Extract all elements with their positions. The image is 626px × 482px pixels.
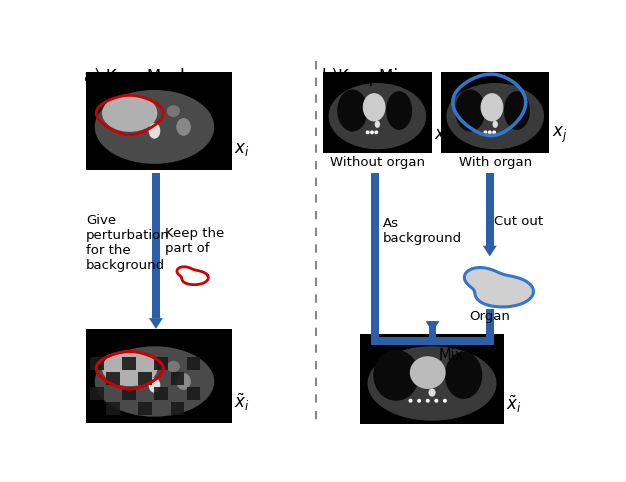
Polygon shape xyxy=(464,268,533,307)
Ellipse shape xyxy=(167,361,180,372)
Ellipse shape xyxy=(493,120,498,128)
Circle shape xyxy=(483,131,488,134)
Bar xyxy=(486,173,494,246)
Bar xyxy=(187,387,200,400)
Text: As
background: As background xyxy=(383,217,462,245)
Bar xyxy=(371,173,379,341)
Circle shape xyxy=(434,399,438,403)
Bar xyxy=(138,372,152,385)
Bar xyxy=(123,387,136,400)
Ellipse shape xyxy=(504,91,530,130)
Text: With organ: With organ xyxy=(459,156,531,169)
Ellipse shape xyxy=(329,83,426,149)
Text: $x_i$: $x_i$ xyxy=(234,140,250,158)
Circle shape xyxy=(366,131,369,134)
Bar xyxy=(371,337,494,345)
Bar xyxy=(106,402,120,415)
Ellipse shape xyxy=(337,90,367,132)
Bar xyxy=(170,402,184,415)
Ellipse shape xyxy=(367,346,496,421)
Polygon shape xyxy=(426,321,439,332)
Bar xyxy=(323,72,432,152)
Ellipse shape xyxy=(386,91,412,130)
Circle shape xyxy=(426,399,429,403)
Text: Keep the
part of: Keep the part of xyxy=(165,227,225,255)
Ellipse shape xyxy=(102,350,157,386)
Ellipse shape xyxy=(481,93,503,121)
Ellipse shape xyxy=(177,373,191,390)
Circle shape xyxy=(409,399,413,403)
Text: $\tilde{x}_i$: $\tilde{x}_i$ xyxy=(506,394,521,415)
Ellipse shape xyxy=(95,90,214,164)
Ellipse shape xyxy=(375,120,380,128)
Ellipse shape xyxy=(95,346,214,417)
Ellipse shape xyxy=(167,105,180,117)
Text: Mix: Mix xyxy=(439,348,464,363)
Text: $x_i$: $x_i$ xyxy=(434,126,449,144)
Bar xyxy=(170,372,184,385)
Bar xyxy=(86,329,232,423)
Text: a) KeepMask: a) KeepMask xyxy=(85,68,190,86)
Bar xyxy=(123,357,136,370)
Ellipse shape xyxy=(455,90,485,132)
Ellipse shape xyxy=(446,83,544,149)
Text: b)KeepMix: b)KeepMix xyxy=(322,68,409,86)
Circle shape xyxy=(488,131,492,134)
Text: Organ: Organ xyxy=(470,310,510,323)
Circle shape xyxy=(492,131,496,134)
Ellipse shape xyxy=(362,93,386,121)
Ellipse shape xyxy=(445,352,482,399)
Bar xyxy=(155,387,168,400)
Text: Give
perturbation
for the
background: Give perturbation for the background xyxy=(86,214,170,272)
Bar xyxy=(155,357,168,370)
Ellipse shape xyxy=(148,123,160,139)
Bar xyxy=(138,402,152,415)
Bar xyxy=(486,309,494,341)
Bar xyxy=(90,387,104,400)
Bar xyxy=(106,372,120,385)
Ellipse shape xyxy=(410,356,446,389)
Polygon shape xyxy=(483,246,497,256)
Bar xyxy=(152,174,160,318)
Circle shape xyxy=(443,399,447,403)
Bar xyxy=(187,357,200,370)
Text: $\tilde{x}_i$: $\tilde{x}_i$ xyxy=(234,391,250,413)
Ellipse shape xyxy=(177,118,191,136)
Bar xyxy=(441,72,550,152)
Polygon shape xyxy=(149,318,163,329)
Ellipse shape xyxy=(428,388,436,397)
Text: Cut out: Cut out xyxy=(494,214,543,228)
Ellipse shape xyxy=(373,350,419,401)
Circle shape xyxy=(417,399,421,403)
Text: $x_j$: $x_j$ xyxy=(552,125,567,145)
Ellipse shape xyxy=(148,378,160,393)
Bar xyxy=(429,321,436,345)
Circle shape xyxy=(374,131,378,134)
Text: Without organ: Without organ xyxy=(330,156,425,169)
Ellipse shape xyxy=(102,94,157,132)
Bar xyxy=(86,72,232,170)
Bar xyxy=(361,334,504,424)
Bar xyxy=(90,357,104,370)
Circle shape xyxy=(370,131,374,134)
